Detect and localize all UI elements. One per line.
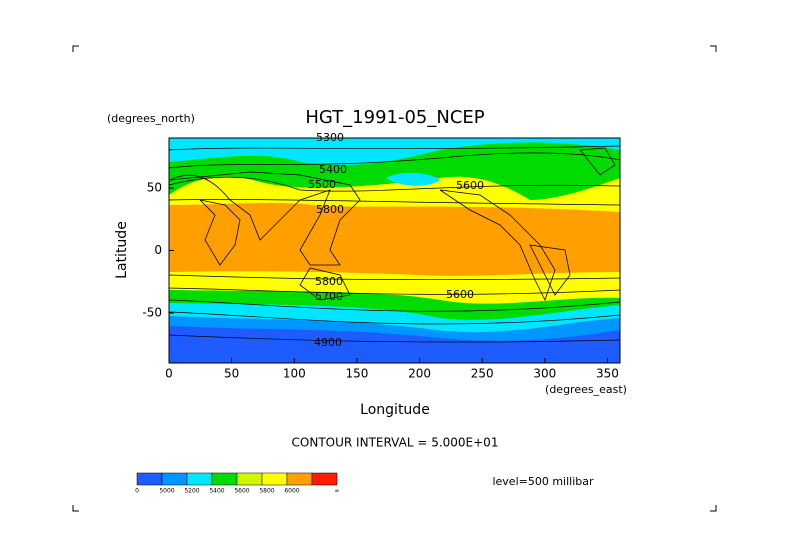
colorbar-label: 5800 [259,488,274,495]
contour-label: 5400 [319,163,347,176]
y-unit: (degrees_north) [107,112,195,125]
colorbar-label: 5000 [159,488,174,495]
corner-marks [72,45,717,512]
colorbar-swatch [186,472,213,486]
contour-label: 5700 [315,290,343,303]
y-axis-label: Latitude [114,221,130,279]
x-tick-label: 150 [345,367,368,381]
contour-interval: CONTOUR INTERVAL = 5.000E+01 [292,436,499,450]
colorbar-swatch [236,472,263,486]
map: 5300 5400 5500 5600 5800 5800 5700 5600 … [168,131,621,364]
colorbar-swatch [311,472,338,486]
colorbar-swatch [161,472,188,486]
colorbar-label: 0 [135,488,139,495]
x-tick-label: 50 [224,367,239,381]
colorbar: 0 5000 5200 5400 5600 5800 6000 ∞ [135,472,340,495]
colorbar-swatch [211,472,238,486]
colorbar-swatch [261,472,288,486]
contour-label: 5800 [315,275,343,288]
x-tick-label: 300 [533,367,556,381]
contour-label: 5500 [308,178,336,191]
colorbar-label: 5400 [209,488,224,495]
contour-label: 5800 [316,203,344,216]
contour-label: 4900 [314,336,342,349]
colorbar-label: 5200 [184,488,199,495]
colorbar-label: ∞ [335,488,340,495]
x-tick-label: 250 [471,367,494,381]
colorbar-label: 5600 [234,488,249,495]
colorbar-swatch [136,472,163,486]
x-tick-label: 200 [408,367,431,381]
level: level=500 millibar [492,475,594,488]
x-tick-label: 0 [165,367,173,381]
contour-label: 5600 [456,179,484,192]
contour-label: 5600 [446,288,474,301]
title: HGT_1991-05_NCEP [305,107,484,128]
colorbar-label: 6000 [284,488,299,495]
y-tick-label: -50 [142,306,162,320]
x-axis-label: Longitude [360,402,430,418]
y-tick-label: 50 [147,181,162,195]
contour-label: 5300 [316,131,344,144]
x-tick-label: 100 [283,367,306,381]
x-unit: (degrees_east) [545,383,627,396]
y-tick-label: 0 [154,243,162,257]
x-tick-label: 350 [596,367,619,381]
colorbar-swatch [286,472,313,486]
